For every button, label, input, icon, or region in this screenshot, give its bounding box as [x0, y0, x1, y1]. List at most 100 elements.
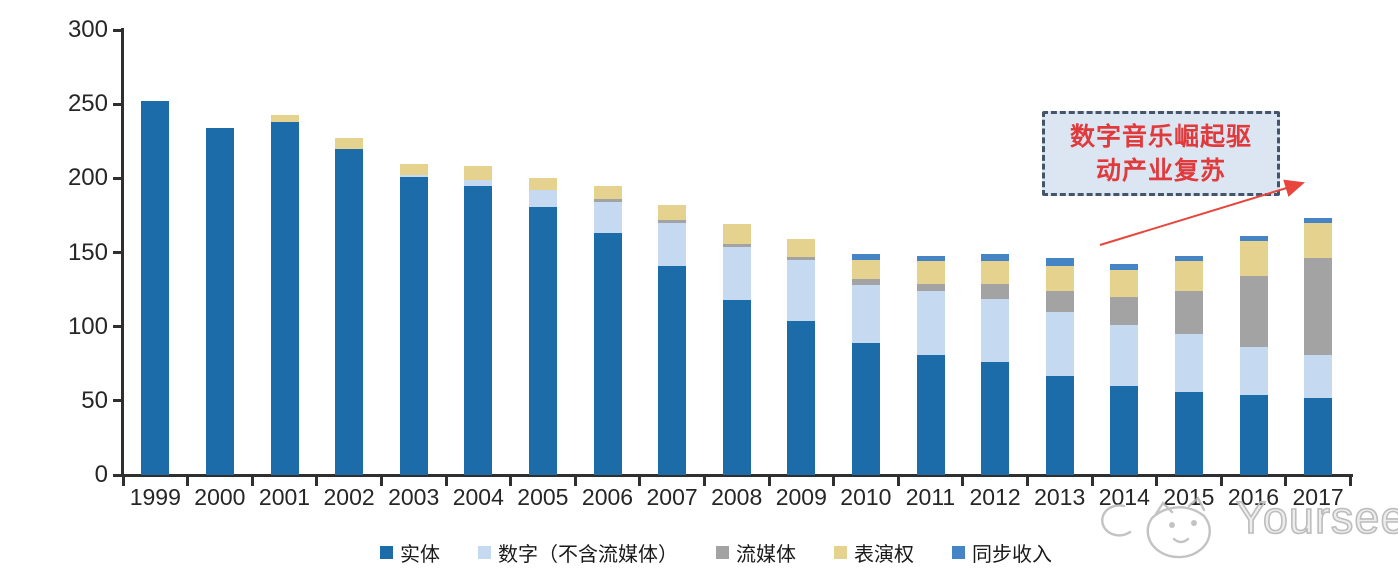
y-axis-tick — [113, 251, 122, 254]
y-axis-tick — [113, 473, 122, 477]
bar-segment — [335, 148, 364, 475]
legend-item-1: 数字（不含流媒体） — [478, 538, 678, 567]
x-axis-tick-label: 2002 — [323, 484, 375, 510]
bar-2009 — [787, 239, 816, 475]
bar-segment — [722, 243, 751, 247]
bar-segment — [528, 206, 557, 475]
bar-segment — [658, 265, 687, 475]
x-axis-tick — [896, 477, 900, 486]
x-axis-tick — [832, 477, 836, 486]
bar-segment — [1045, 375, 1074, 475]
bar-segment — [464, 166, 493, 180]
chart-legend: 实体 数字（不含流媒体） 流媒体 表演权 同步收入 — [0, 538, 1398, 567]
x-axis-tick-label: 2017 — [1292, 484, 1344, 510]
x-axis-tick-label: 2007 — [646, 484, 698, 510]
x-axis-tick-label: 2010 — [840, 484, 892, 510]
bar-segment — [981, 298, 1010, 363]
bar-2001 — [270, 114, 299, 475]
bar-segment — [464, 185, 493, 475]
x-axis-tick — [509, 477, 513, 486]
bar-segment — [1239, 347, 1268, 395]
x-axis-tick — [961, 477, 965, 486]
x-axis-tick-label: 2005 — [517, 484, 569, 510]
x-axis-tick — [767, 477, 771, 486]
watermark: Yourseeker — [1086, 491, 1398, 572]
y-axis-tick — [113, 28, 122, 32]
x-axis-tick — [121, 477, 125, 486]
bar-segment — [722, 299, 751, 475]
bar-segment — [851, 254, 880, 260]
bar-2008 — [722, 224, 751, 475]
bar-2002 — [335, 138, 364, 475]
bar-segment — [1045, 311, 1074, 376]
x-axis-tick — [250, 477, 254, 486]
bar-segment — [1304, 258, 1333, 355]
bar-segment — [1110, 270, 1139, 298]
bar-segment — [658, 205, 687, 220]
y-axis-tick-label: 300 — [67, 16, 108, 43]
bar-2004 — [464, 166, 493, 475]
bar-segment — [916, 261, 945, 284]
x-axis-tick — [1284, 477, 1288, 486]
bar-segment — [916, 283, 945, 292]
legend-swatch-icon — [834, 546, 847, 559]
bar-segment — [141, 101, 170, 475]
x-axis-tick — [1219, 477, 1223, 486]
bar-2014 — [1110, 264, 1139, 475]
bar-segment — [787, 320, 816, 475]
bar-segment — [270, 114, 299, 122]
x-axis-tick — [573, 477, 577, 486]
bar-segment — [1045, 258, 1074, 266]
x-axis-tick — [186, 477, 190, 486]
legend-swatch-icon — [380, 546, 393, 559]
bar-segment — [658, 219, 687, 223]
bar-segment — [851, 259, 880, 280]
legend-swatch-icon — [478, 546, 491, 559]
bar-segment — [1174, 334, 1203, 392]
bar-segment — [981, 254, 1010, 262]
bar-1999 — [141, 101, 170, 475]
bar-2015 — [1174, 255, 1203, 475]
x-axis-tick — [1090, 477, 1094, 486]
x-axis-tick-label: 2004 — [452, 484, 504, 510]
bar-segment — [1045, 265, 1074, 292]
legend-item-4: 同步收入 — [952, 538, 1052, 567]
bar-segment — [1239, 276, 1268, 348]
bar-segment — [1239, 240, 1268, 277]
bar-segment — [593, 185, 622, 200]
bar-segment — [851, 342, 880, 475]
legend-swatch-icon — [952, 546, 965, 559]
bar-segment — [205, 127, 234, 475]
x-axis-tick-label: 2001 — [258, 484, 311, 510]
x-axis-tick — [444, 477, 448, 486]
x-axis-tick-label: 2003 — [388, 484, 440, 510]
x-axis-tick-label: 2000 — [194, 484, 246, 510]
bar-segment — [787, 259, 816, 321]
y-axis-tick-label: 200 — [67, 164, 108, 192]
bar-2010 — [851, 254, 880, 475]
legend-label: 同步收入 — [972, 544, 1052, 566]
x-axis-tick-label: 2006 — [581, 484, 634, 510]
bar-segment — [593, 199, 622, 203]
bar-segment — [1239, 394, 1268, 475]
x-axis-tick-label: 2012 — [969, 484, 1021, 510]
x-axis-tick — [702, 477, 706, 486]
bar-segment — [916, 354, 945, 475]
x-axis-tick-label: 2016 — [1227, 484, 1280, 510]
bar-2000 — [205, 127, 234, 475]
watermark-text: Yourseeker — [1235, 491, 1398, 544]
annotation-text-line1: 数字音乐崛起驱 — [1069, 122, 1252, 151]
bar-segment — [916, 255, 945, 262]
legend-label: 流媒体 — [736, 544, 796, 566]
bar-segment — [1110, 325, 1139, 386]
x-axis-tick-label: 2013 — [1034, 484, 1086, 510]
legend-label: 实体 — [400, 544, 440, 566]
x-axis-tick — [379, 477, 383, 486]
x-axis-tick-label: 2008 — [711, 484, 763, 510]
bar-segment — [528, 178, 557, 191]
x-axis-tick-label: 2009 — [775, 484, 827, 510]
bar-segment — [981, 362, 1010, 475]
bar-segment — [916, 291, 945, 355]
x-axis-tick — [315, 477, 319, 486]
